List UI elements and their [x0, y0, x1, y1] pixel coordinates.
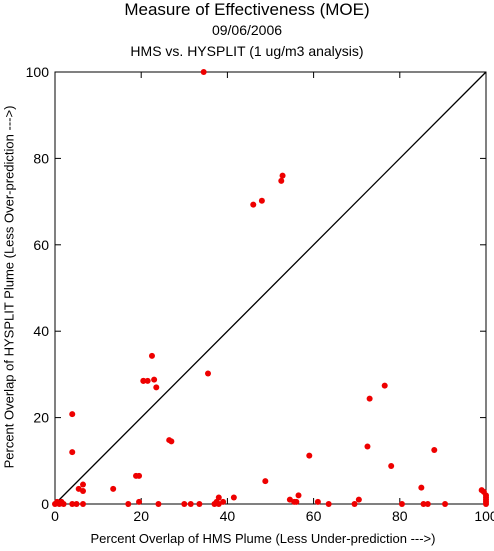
- data-point: [230, 494, 237, 501]
- data-point: [388, 462, 395, 469]
- data-point: [80, 481, 87, 488]
- data-point: [418, 484, 425, 491]
- y-axis-label: Percent Overlap of HYSPLIT Plume (Less O…: [1, 105, 17, 469]
- data-point: [215, 494, 222, 501]
- data-point: [483, 501, 489, 507]
- data-point: [151, 376, 158, 383]
- data-point: [200, 69, 207, 75]
- data-point: [187, 501, 194, 507]
- y-tick-label: 80: [33, 150, 49, 166]
- x-tick-label: 20: [133, 508, 149, 524]
- data-point: [306, 452, 313, 459]
- y-tick-label: 100: [26, 64, 50, 80]
- y-tick-label: 20: [33, 410, 49, 426]
- data-point: [293, 498, 300, 505]
- data-point: [424, 501, 431, 507]
- identity-reference-line: [54, 71, 487, 505]
- data-point: [140, 377, 147, 384]
- data-point: [155, 501, 162, 507]
- chart-date: 09/06/2006: [211, 22, 283, 38]
- data-point: [196, 501, 203, 507]
- data-point: [314, 498, 321, 505]
- data-point: [262, 478, 269, 485]
- x-tick-label: 60: [306, 508, 322, 524]
- data-point: [73, 501, 80, 507]
- y-tick-label: 40: [33, 323, 49, 339]
- data-point: [364, 443, 371, 450]
- data-point: [278, 177, 285, 184]
- data-point: [279, 172, 286, 179]
- data-point: [110, 485, 117, 492]
- data-point: [69, 449, 76, 456]
- x-axis-label: Percent Overlap of HMS Plume (Less Under…: [90, 531, 436, 546]
- data-point: [181, 501, 188, 507]
- chart-subtitle: HMS vs. HYSPLIT (1 ug/m3 analysis): [130, 43, 364, 59]
- data-point: [258, 197, 265, 204]
- x-tick-label: 100: [474, 508, 494, 524]
- data-point: [69, 501, 76, 507]
- data-point: [355, 496, 362, 503]
- data-point: [153, 384, 160, 391]
- data-point: [351, 501, 358, 507]
- data-point: [60, 501, 67, 507]
- data-point: [420, 501, 427, 507]
- data-point: [80, 501, 87, 507]
- chart-title: Measure of Effectiveness (MOE): [124, 0, 370, 19]
- data-point: [220, 498, 227, 505]
- data-point: [80, 488, 87, 495]
- x-tick-label: 40: [220, 508, 236, 524]
- data-point: [431, 447, 438, 453]
- data-point: [168, 438, 175, 445]
- data-point: [398, 501, 405, 507]
- data-point: [295, 492, 302, 499]
- data-point: [125, 501, 132, 507]
- data-point: [366, 395, 373, 402]
- data-point: [381, 382, 388, 389]
- x-tick-label: 0: [51, 508, 59, 524]
- plot-frame: [54, 71, 487, 505]
- data-point: [148, 352, 155, 359]
- data-point: [136, 498, 143, 505]
- data-point: [69, 411, 76, 418]
- data-point: [144, 377, 151, 384]
- data-point: [205, 370, 212, 377]
- data-point: [250, 201, 257, 208]
- data-point: [442, 501, 449, 507]
- data-point: [136, 472, 143, 479]
- y-tick-label: 0: [41, 496, 49, 512]
- data-point: [325, 501, 332, 507]
- y-tick-label: 60: [33, 237, 49, 253]
- x-tick-label: 80: [392, 508, 408, 524]
